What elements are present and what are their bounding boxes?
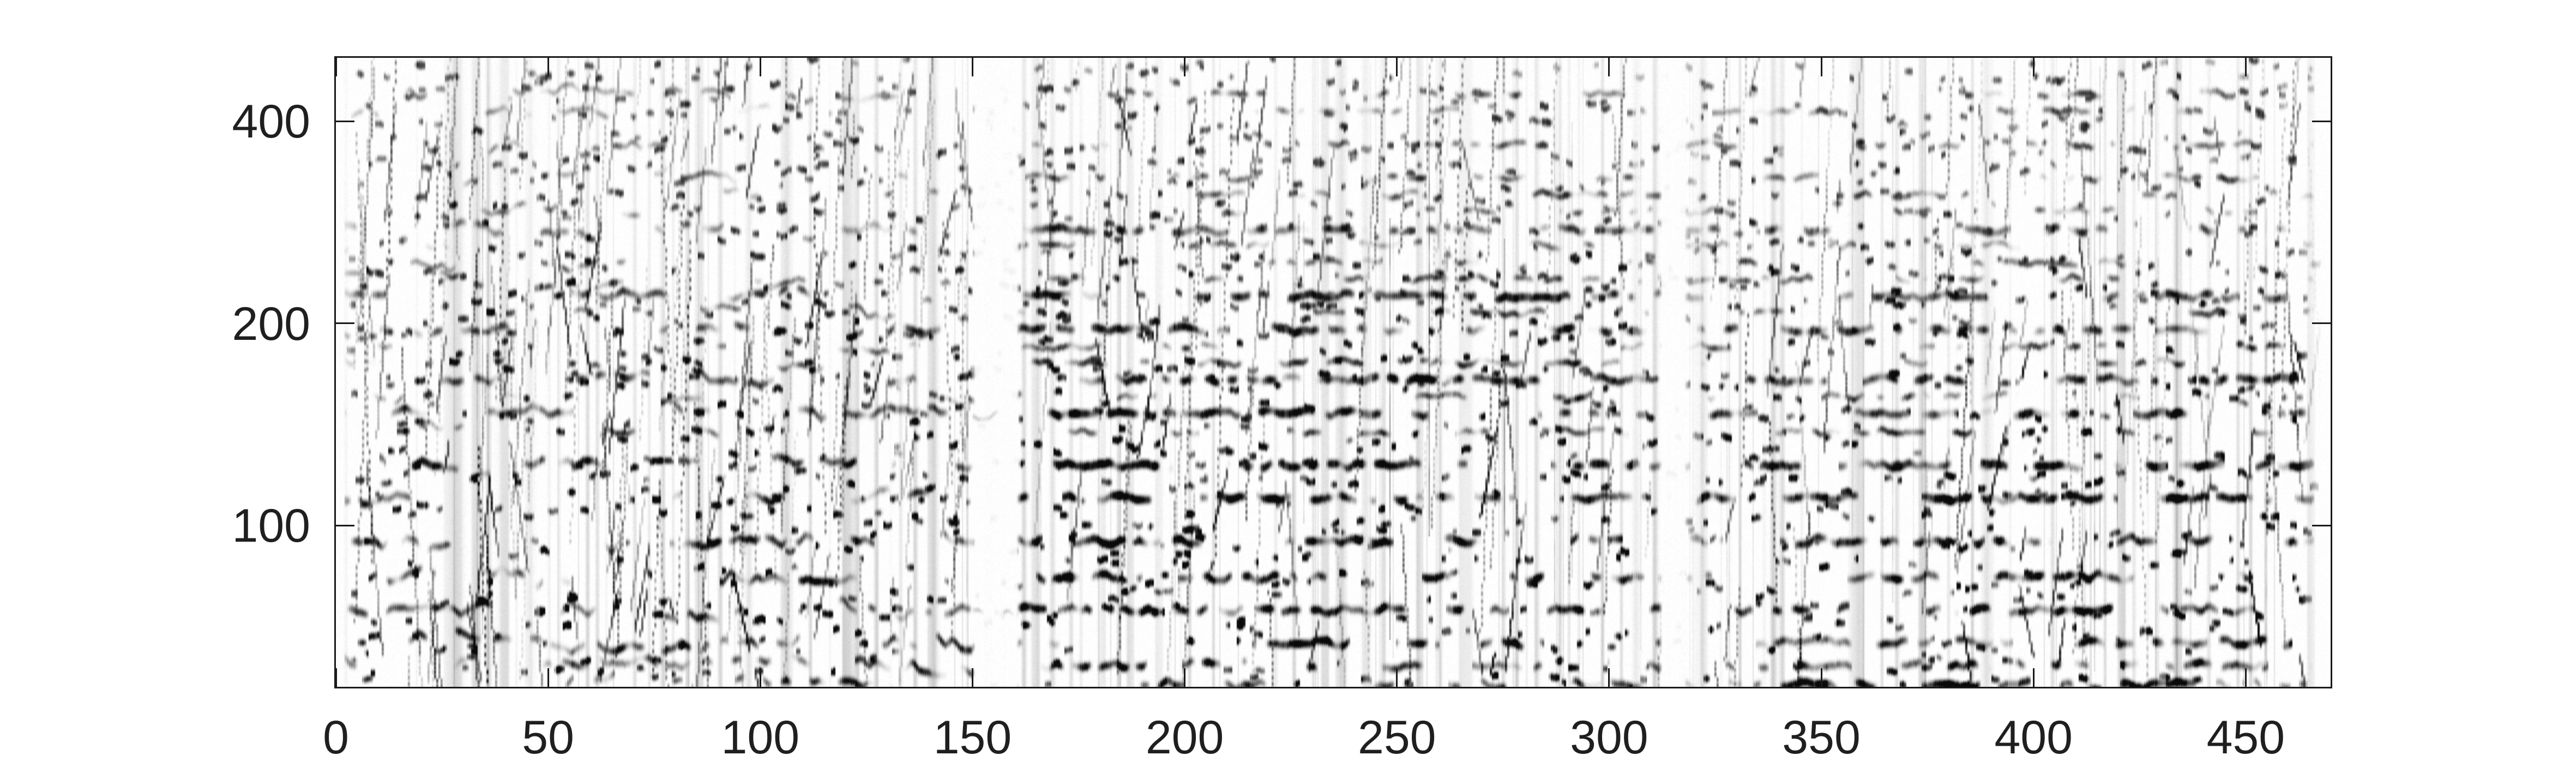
y-tick-right bbox=[2312, 322, 2331, 325]
x-tick-top bbox=[1608, 58, 1610, 76]
y-tick-label: 400 bbox=[232, 95, 311, 148]
x-tick-top bbox=[1820, 58, 1822, 76]
spectrogram-canvas bbox=[336, 58, 2331, 687]
x-tick-label: 250 bbox=[1357, 711, 1436, 764]
x-tick-bottom bbox=[1608, 668, 1610, 687]
y-tick-left bbox=[336, 120, 354, 122]
x-tick-top bbox=[759, 58, 761, 76]
y-tick-right bbox=[2312, 120, 2331, 122]
x-tick-bottom bbox=[1396, 668, 1398, 687]
x-tick-label: 350 bbox=[1782, 711, 1861, 764]
x-tick-top bbox=[1396, 58, 1398, 76]
x-tick-bottom bbox=[759, 668, 761, 687]
x-tick-label: 200 bbox=[1145, 711, 1224, 764]
x-tick-label: 150 bbox=[933, 711, 1012, 764]
x-tick-top bbox=[547, 58, 549, 76]
x-tick-top bbox=[1184, 58, 1186, 76]
x-tick-label: 300 bbox=[1570, 711, 1648, 764]
x-tick-label: 450 bbox=[2206, 711, 2285, 764]
y-tick-label: 100 bbox=[232, 500, 311, 553]
plot-area bbox=[334, 56, 2332, 688]
x-tick-bottom bbox=[2244, 668, 2247, 687]
x-tick-top bbox=[2032, 58, 2035, 76]
x-tick-bottom bbox=[2032, 668, 2035, 687]
y-tick-label: 200 bbox=[232, 297, 311, 350]
x-tick-top bbox=[335, 58, 337, 76]
x-tick-bottom bbox=[1820, 668, 1822, 687]
y-tick-left bbox=[336, 524, 354, 526]
y-tick-left bbox=[336, 322, 354, 325]
y-tick-right bbox=[2312, 524, 2331, 526]
x-tick-top bbox=[971, 58, 973, 76]
x-tick-label: 0 bbox=[323, 711, 349, 764]
x-tick-top bbox=[2244, 58, 2247, 76]
x-tick-bottom bbox=[971, 668, 973, 687]
x-tick-label: 400 bbox=[1994, 711, 2073, 764]
x-tick-bottom bbox=[335, 668, 337, 687]
x-tick-label: 50 bbox=[522, 711, 574, 764]
x-tick-bottom bbox=[547, 668, 549, 687]
x-tick-label: 100 bbox=[721, 711, 800, 764]
x-tick-bottom bbox=[1184, 668, 1186, 687]
